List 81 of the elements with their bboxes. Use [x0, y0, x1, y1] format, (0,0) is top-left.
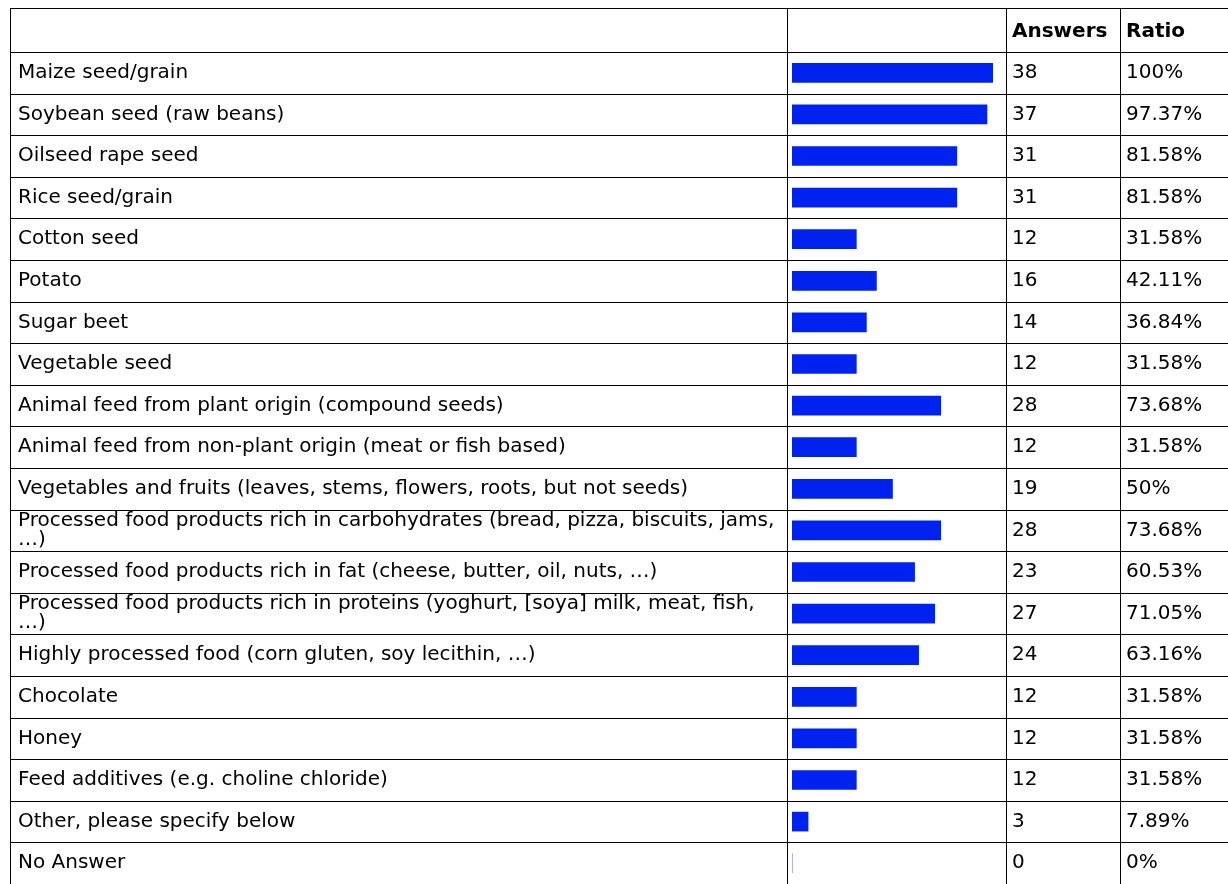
text: 12: [1012, 766, 1038, 791]
text: 38: [1012, 59, 1038, 83]
bar: [792, 270, 877, 291]
bar: [792, 354, 857, 374]
text: Ratio: [1126, 18, 1186, 43]
text: 31: [1012, 142, 1038, 167]
y-tick-label: Other, please specify below: [18, 807, 296, 832]
y-tick-label: Cotton seed: [18, 225, 139, 250]
bar: [792, 62, 993, 83]
text: 31.58%: [1126, 766, 1203, 791]
y-tick-label: Potato: [18, 267, 82, 291]
y-tick-label: Animal feed from non-plant origin (meat or fish based): [18, 433, 566, 458]
text: 27: [1012, 599, 1038, 624]
text: 0: [1012, 849, 1025, 874]
text: 12: [1012, 225, 1038, 250]
bar: [792, 562, 915, 582]
bar: [792, 146, 958, 166]
text: 37: [1012, 100, 1038, 125]
text: 50%: [1126, 475, 1171, 499]
text: 0%: [1126, 849, 1158, 874]
text: Answers: [1012, 18, 1108, 43]
bar: [792, 478, 893, 499]
text: 23: [1012, 558, 1038, 583]
y-tick-label: Processed food products rich in proteins (yoghurt, [soya] milk, meat, fish, …): [18, 590, 755, 634]
text: 71.05%: [1126, 599, 1203, 624]
text: 81.58%: [1126, 183, 1203, 208]
text: 24: [1012, 641, 1038, 666]
text: 12: [1012, 350, 1038, 375]
text: 12: [1012, 683, 1038, 707]
y-tick-label: Animal feed from plant origin (compound seeds): [18, 391, 504, 416]
y-tick-label: Vegetables and fruits (leaves, stems, flowers, roots, but not seeds): [18, 475, 689, 499]
text: 28: [1012, 516, 1038, 541]
text: 42.11%: [1126, 267, 1203, 291]
text: 31.58%: [1126, 433, 1203, 458]
text: 12: [1012, 724, 1038, 749]
text: 31: [1012, 183, 1038, 208]
bar: [792, 645, 919, 666]
bar: [792, 811, 809, 832]
text: 63.16%: [1126, 641, 1203, 666]
y-tick-label: Sugar beet: [18, 308, 129, 333]
y-tick-label: Rice seed/grain: [18, 183, 173, 208]
bar: [792, 520, 942, 541]
bar: [792, 686, 857, 707]
bar: [792, 728, 857, 749]
text: 14: [1012, 308, 1038, 333]
bar: [792, 770, 857, 790]
text: 31.58%: [1126, 225, 1203, 250]
y-tick-label: Vegetable seed: [18, 350, 173, 375]
text: 60.53%: [1126, 558, 1203, 583]
text: 31.58%: [1126, 350, 1203, 375]
y-tick-label: Highly processed food (corn gluten, soy lecithin, …): [18, 641, 536, 666]
text: 19: [1012, 475, 1038, 499]
y-tick-label: Soybean seed (raw beans): [18, 100, 285, 125]
bar: [792, 603, 936, 624]
text: 73.68%: [1126, 516, 1203, 541]
y-tick-label: Honey: [18, 724, 83, 749]
text: 31.58%: [1126, 724, 1203, 749]
text: 12: [1012, 433, 1038, 458]
text: 28: [1012, 391, 1038, 416]
bar: [792, 229, 857, 250]
text: 100%: [1126, 59, 1184, 83]
text: 81.58%: [1126, 142, 1203, 167]
bar: [792, 187, 958, 208]
y-tick-label: No Answer: [18, 849, 126, 874]
y-tick-label: Processed food products rich in carbohydrates (bread, pizza, biscuits, jams, …): [18, 507, 775, 551]
y-tick-label: Chocolate: [18, 683, 119, 707]
bar: [792, 104, 988, 125]
text: 16: [1012, 267, 1038, 291]
text: 36.84%: [1126, 308, 1203, 333]
bar: [792, 437, 857, 458]
text: 97.37%: [1126, 100, 1203, 125]
text: 7.89%: [1126, 807, 1190, 832]
bar: [792, 395, 942, 416]
y-tick-label: Processed food products rich in fat (cheese, butter, oil, nuts, …): [18, 558, 658, 583]
y-tick-label: Feed additives (e.g. choline chloride): [18, 766, 388, 791]
text: 3: [1012, 807, 1025, 832]
y-tick-label: Oilseed rape seed: [18, 142, 199, 167]
text: 31.58%: [1126, 683, 1203, 707]
bar: [792, 312, 867, 333]
y-tick-label: Maize seed/grain: [18, 59, 189, 83]
text: 73.68%: [1126, 391, 1203, 416]
